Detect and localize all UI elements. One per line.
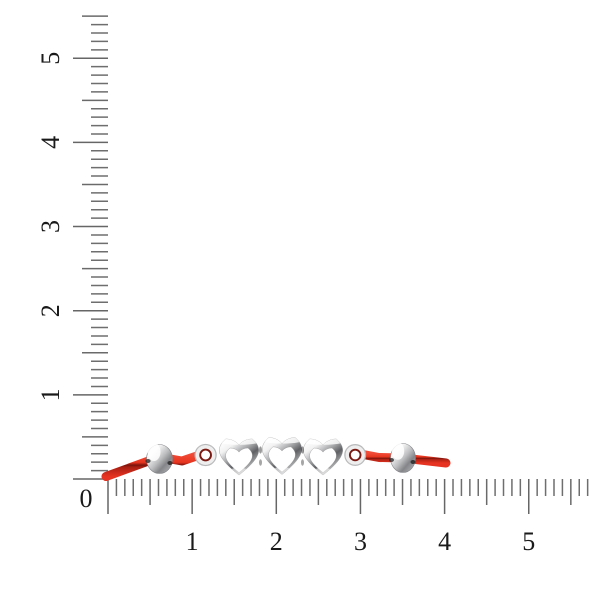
svg-text:4: 4 bbox=[36, 136, 65, 149]
svg-text:1: 1 bbox=[36, 388, 65, 401]
svg-text:0: 0 bbox=[80, 484, 93, 513]
svg-text:2: 2 bbox=[36, 304, 65, 317]
svg-text:4: 4 bbox=[438, 527, 451, 556]
svg-text:1: 1 bbox=[186, 527, 199, 556]
svg-text:3: 3 bbox=[354, 527, 367, 556]
svg-text:2: 2 bbox=[270, 527, 283, 556]
svg-text:3: 3 bbox=[36, 220, 65, 233]
svg-text:5: 5 bbox=[522, 527, 535, 556]
svg-text:5: 5 bbox=[36, 52, 65, 65]
